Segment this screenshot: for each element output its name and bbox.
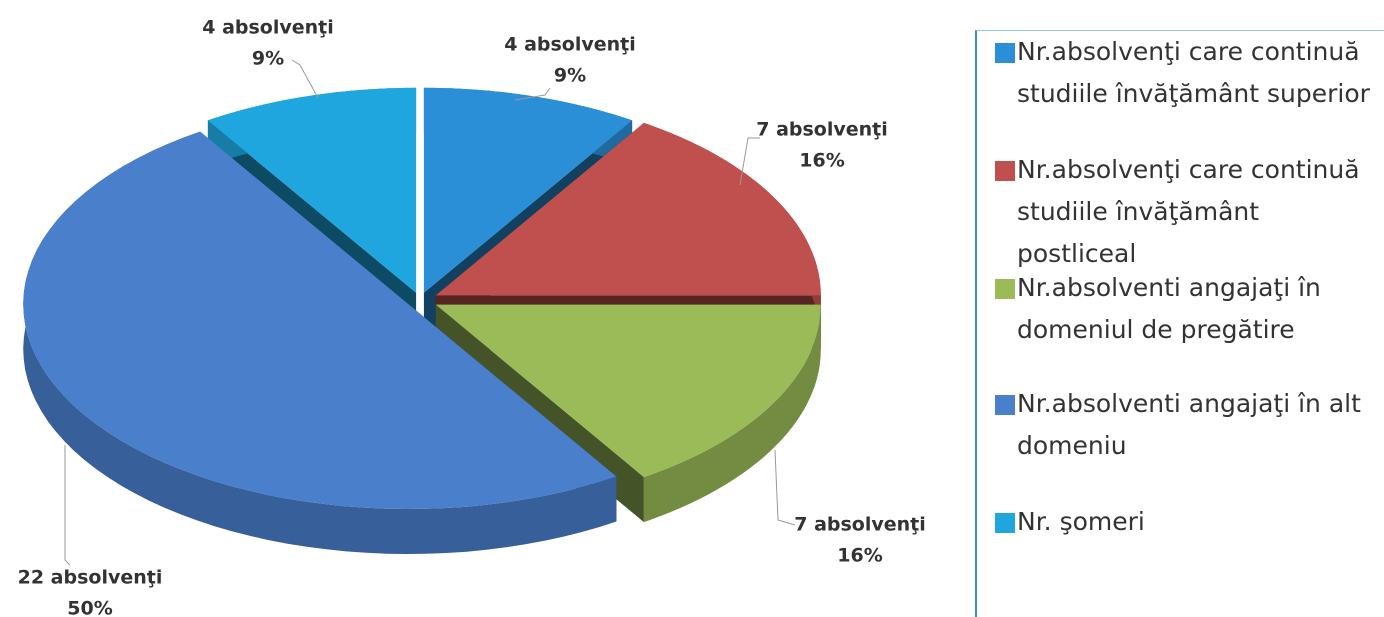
legend-item: Nr.absolventi angajaţi în alt domeniu xyxy=(989,383,1384,467)
data-label: 4 absolvenţi xyxy=(504,34,636,56)
slice-side xyxy=(23,131,617,554)
leader-line xyxy=(739,137,760,186)
leader-line xyxy=(774,449,796,526)
percent-label: 16% xyxy=(837,545,882,567)
legend-item: Nr.absolventi angajaţi în domeniul de pr… xyxy=(989,267,1384,351)
data-label: 4 absolvenţi xyxy=(202,17,334,39)
legend-label: Nr.absolvenţi care continuă studiile înv… xyxy=(1017,155,1360,268)
data-label: 22 absolvenţi xyxy=(18,567,163,589)
chart: 4 absolvenţi 9% 7 absolvenţi 16% 7 absolvenţ… xyxy=(18,17,926,617)
legend-swatch xyxy=(995,161,1015,181)
slice xyxy=(435,304,821,478)
slice xyxy=(23,131,617,509)
percent-label: 9% xyxy=(252,48,284,70)
legend-item: Nr.absolvenţi care continuă studiile înv… xyxy=(989,149,1384,275)
percent-label: 16% xyxy=(799,150,844,172)
data-label: 7 absolvenţi xyxy=(756,119,888,141)
legend-label: Nr. şomeri xyxy=(1017,507,1145,536)
slice xyxy=(423,87,633,293)
slice xyxy=(435,122,821,296)
legend-item: Nr.absolvenţi care continuă studiile înv… xyxy=(989,31,1384,115)
legend-swatch xyxy=(995,43,1015,63)
legend-label: Nr.absolventi angajaţi în domeniul de pr… xyxy=(1017,273,1321,344)
leader-line xyxy=(64,445,71,566)
legend-swatch xyxy=(995,513,1015,533)
slice-side xyxy=(643,304,821,523)
leader-line xyxy=(291,59,319,99)
percent-label: 50% xyxy=(67,598,112,617)
data-label: 7 absolvenţi xyxy=(794,514,926,536)
legend-swatch xyxy=(995,395,1015,415)
legend-label: Nr.absolventi angajaţi în alt domeniu xyxy=(1017,389,1361,460)
slice xyxy=(207,87,417,293)
legend-swatch xyxy=(995,279,1015,299)
legend: Nr.absolvenţi care continuă studiile înv… xyxy=(975,30,1384,617)
percent-label: 9% xyxy=(554,65,586,87)
legend-item: Nr. şomeri xyxy=(989,501,1384,543)
legend-label: Nr.absolvenţi care continuă studiile înv… xyxy=(1017,37,1370,108)
leader-line xyxy=(514,87,551,101)
